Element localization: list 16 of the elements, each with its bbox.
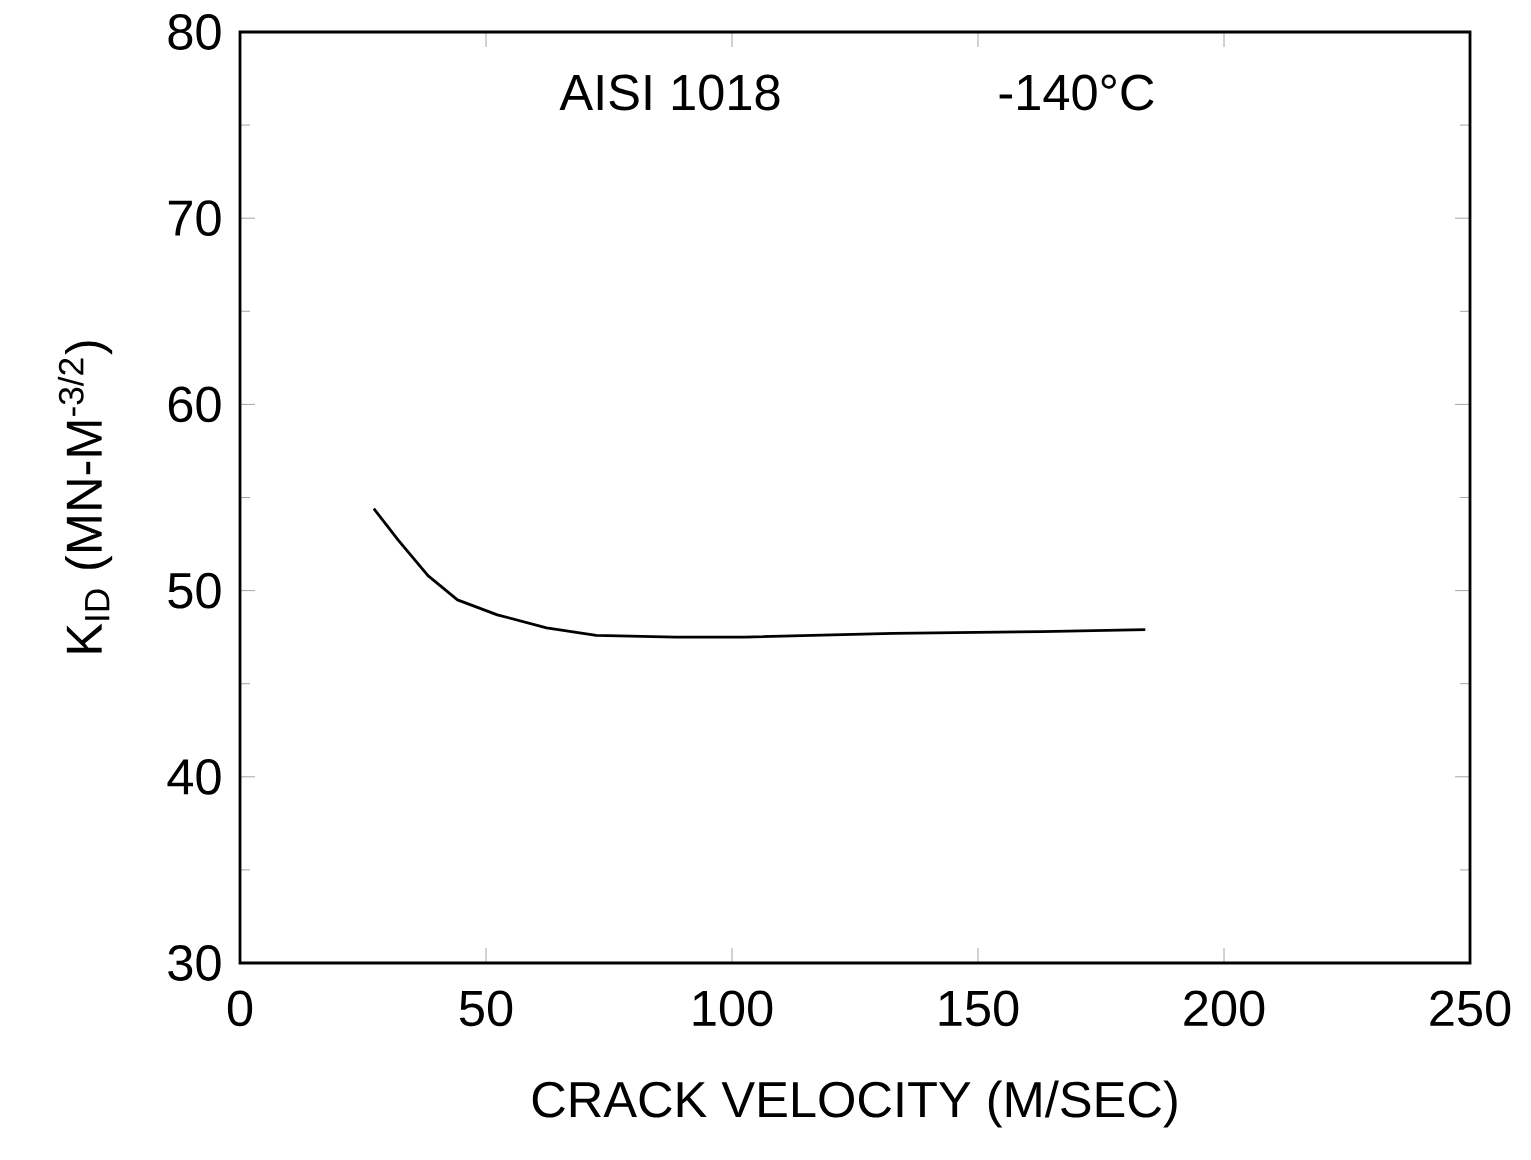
x-tick-label: 100 [693, 990, 773, 1027]
x-tick-label: 50 [459, 990, 513, 1027]
y-tick-label: 30 [168, 945, 221, 981]
annotation: AISI 1018 [559, 74, 780, 111]
y-tick-label: 60 [168, 386, 221, 423]
y-tick-label: 50 [168, 572, 221, 609]
y-tick-label: 80 [168, 14, 221, 50]
x-tick-label: 150 [939, 990, 1019, 1027]
x-tick-label: 250 [1430, 990, 1511, 1027]
y-tick-label: 70 [168, 200, 221, 237]
x-tick-label: 200 [1184, 990, 1265, 1027]
y-axis-title: K$_{ID}$ (MN-M$^{-3/2}$) [57, 341, 113, 653]
y-tick-label: 40 [167, 758, 221, 795]
annotation: -140°C [999, 74, 1154, 111]
x-axis-title: CRACK VELOCITY (M/SEC) [532, 1080, 1177, 1128]
x-tick-label: 0 [227, 990, 253, 1027]
